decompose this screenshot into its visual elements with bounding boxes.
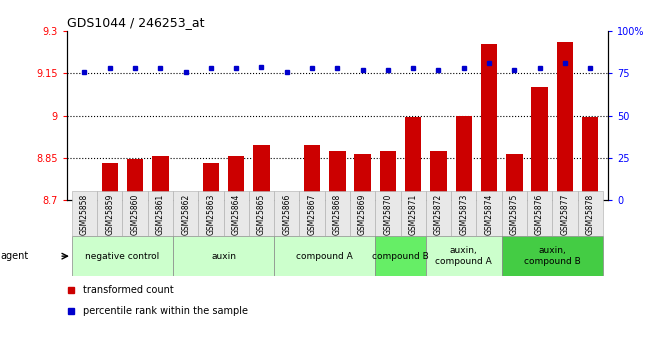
Text: GSM25867: GSM25867 [307,194,317,235]
Bar [152,156,168,200]
Bar [375,236,426,276]
Text: GSM25874: GSM25874 [484,194,494,235]
Bar [279,195,295,200]
Text: agent: agent [1,251,29,261]
Text: GSM25871: GSM25871 [409,194,418,235]
Bar [102,164,118,200]
Text: GSM25858: GSM25858 [80,194,89,235]
Bar [274,236,375,276]
Bar [224,191,249,236]
Bar [502,191,527,236]
Bar [556,42,573,200]
Text: GSM25870: GSM25870 [383,194,392,235]
Bar [253,145,270,200]
Bar [375,191,401,236]
Text: GSM25877: GSM25877 [560,194,569,235]
Text: GDS1044 / 246253_at: GDS1044 / 246253_at [67,16,204,29]
Bar [456,116,472,200]
Bar [198,191,224,236]
Bar [502,236,603,276]
Bar [274,191,299,236]
Text: GSM25865: GSM25865 [257,194,266,235]
Text: auxin: auxin [211,252,236,261]
Bar [72,236,173,276]
Bar [451,191,476,236]
Text: GSM25866: GSM25866 [283,194,291,235]
Text: transformed count: transformed count [83,285,174,295]
Bar [532,87,548,200]
Bar [173,236,274,276]
Bar [506,154,522,200]
Bar [325,191,350,236]
Text: GSM25862: GSM25862 [181,194,190,235]
Bar [426,191,451,236]
Text: GSM25863: GSM25863 [206,194,215,235]
Bar [228,156,244,200]
Bar [97,191,122,236]
Bar [122,191,148,236]
Bar [76,195,93,200]
Bar [127,159,143,200]
Text: GSM25878: GSM25878 [586,194,595,235]
Bar [481,44,497,200]
Text: GSM25868: GSM25868 [333,194,342,235]
Text: percentile rank within the sample: percentile rank within the sample [83,306,248,315]
Bar [405,117,422,200]
Text: GSM25860: GSM25860 [130,194,140,235]
Bar [582,117,599,200]
Text: GSM25876: GSM25876 [535,194,544,235]
Text: negative control: negative control [86,252,160,261]
Bar [72,191,97,236]
Bar [148,191,173,236]
Bar [355,154,371,200]
Text: compound B: compound B [372,252,429,261]
Text: auxin,
compound B: auxin, compound B [524,246,580,266]
Text: compound A: compound A [297,252,353,261]
Bar [249,191,274,236]
Text: GSM25864: GSM25864 [232,194,240,235]
Bar [578,191,603,236]
Text: GSM25873: GSM25873 [460,194,468,235]
Bar [304,145,320,200]
Bar [426,236,502,276]
Bar [401,191,426,236]
Text: GSM25875: GSM25875 [510,194,519,235]
Text: GSM25869: GSM25869 [358,194,367,235]
Bar [350,191,375,236]
Bar [527,191,552,236]
Bar [173,191,198,236]
Bar [178,197,194,200]
Bar [202,164,219,200]
Bar [299,191,325,236]
Bar [552,191,578,236]
Bar [329,151,345,200]
Text: GSM25872: GSM25872 [434,194,443,235]
Text: GSM25859: GSM25859 [106,194,114,235]
Bar [430,151,447,200]
Bar [379,151,396,200]
Bar [476,191,502,236]
Text: GSM25861: GSM25861 [156,194,165,235]
Text: auxin,
compound A: auxin, compound A [436,246,492,266]
